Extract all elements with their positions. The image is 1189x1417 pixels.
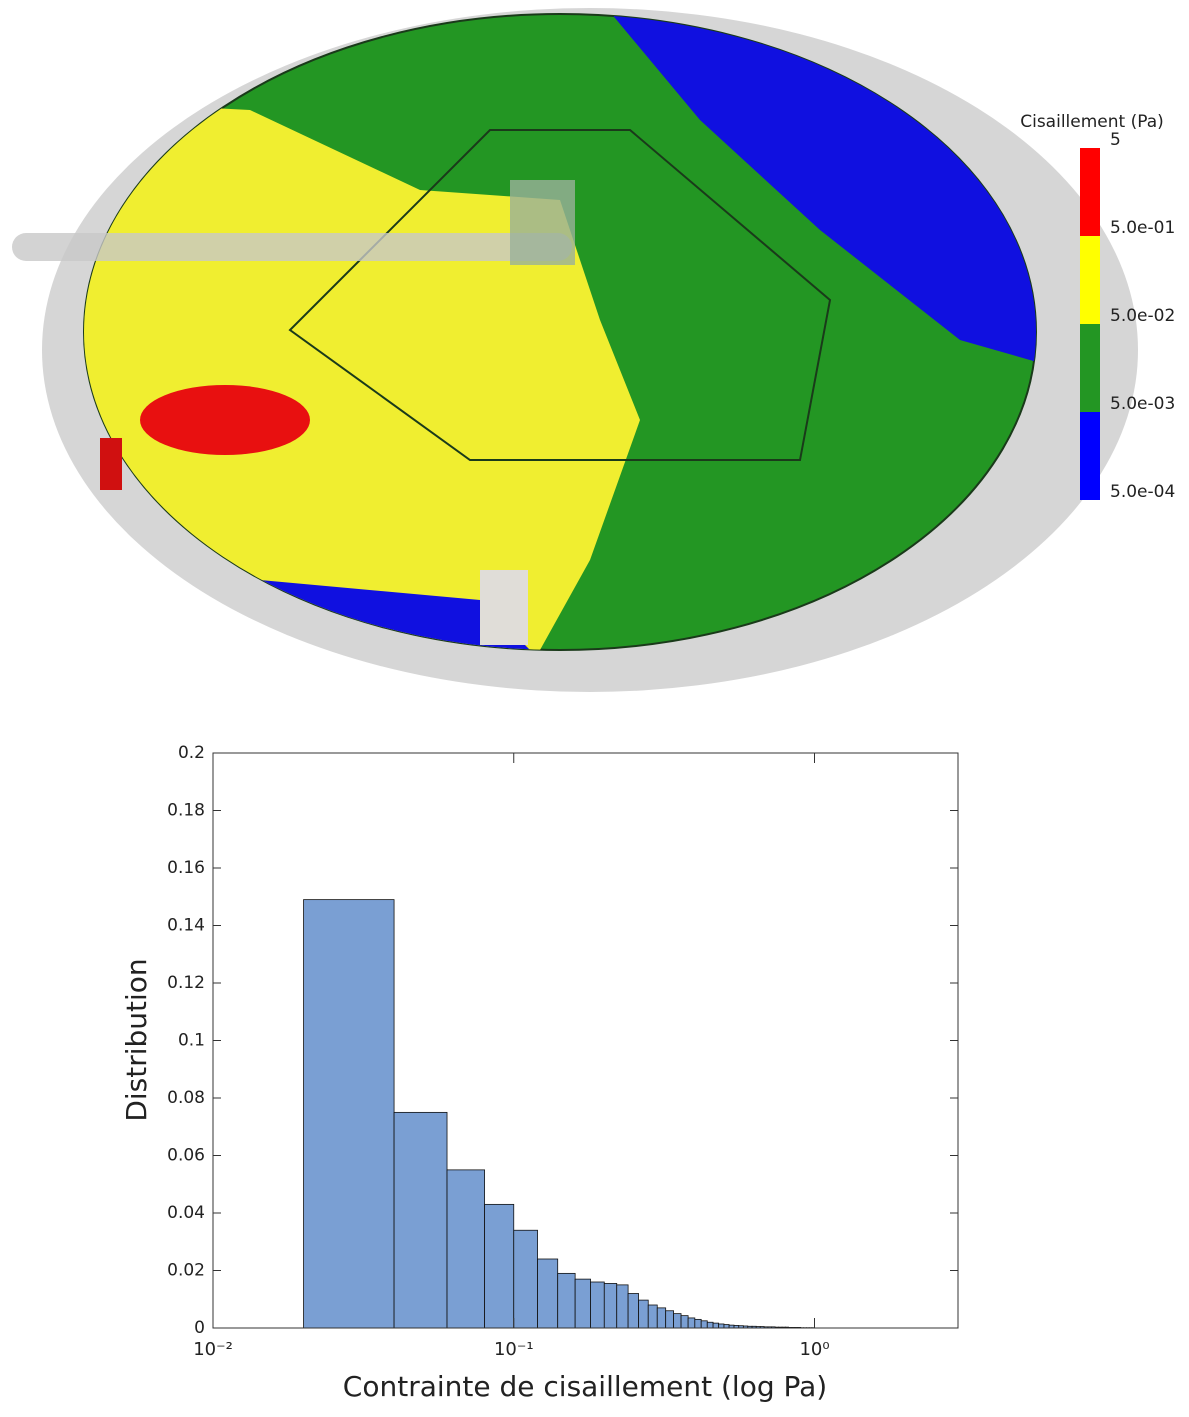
y-tick-label: 0.14 xyxy=(167,916,205,936)
colorbar-tick-label: 5.0e-03 xyxy=(1110,394,1175,414)
x-tick-label: 10⁻¹ xyxy=(494,1339,534,1360)
bar xyxy=(537,1258,559,1329)
bar xyxy=(665,1310,674,1329)
y-axis-label: Distribution xyxy=(120,958,153,1121)
y-tick-label: 0.1 xyxy=(178,1031,205,1051)
y-tick-label: 0.06 xyxy=(167,1146,205,1166)
color-segment xyxy=(1080,236,1100,324)
bar xyxy=(647,1304,658,1329)
red-zone xyxy=(140,385,310,455)
y-tick-label: 0.02 xyxy=(167,1261,205,1281)
pipe xyxy=(12,233,572,261)
bar xyxy=(723,1324,730,1329)
y-tick-label: 0.18 xyxy=(167,801,205,821)
bar xyxy=(687,1317,696,1329)
bar xyxy=(484,1203,515,1329)
x-tick-label: 10⁻² xyxy=(193,1339,233,1360)
y-tick-label: 0.08 xyxy=(167,1088,205,1108)
bar xyxy=(557,1272,576,1329)
bar xyxy=(680,1315,689,1329)
column xyxy=(510,180,575,265)
bar xyxy=(700,1320,708,1329)
y-tick-label: 0.16 xyxy=(167,858,205,878)
bar xyxy=(718,1323,725,1329)
inlet xyxy=(100,438,122,490)
bar xyxy=(673,1313,682,1329)
bar xyxy=(712,1322,720,1329)
bar xyxy=(574,1278,591,1329)
bar xyxy=(616,1284,629,1329)
color-segment xyxy=(1080,148,1100,236)
y-tick-label: 0.12 xyxy=(167,973,205,993)
color-segment xyxy=(1080,412,1100,500)
histogram: Contrainte de cisaillement (log Pa) Dist… xyxy=(120,743,959,1403)
colorbar-tick-label: 5.0e-01 xyxy=(1110,218,1175,238)
bar xyxy=(603,1283,618,1329)
bar xyxy=(446,1169,486,1329)
x-tick-label: 10⁰ xyxy=(799,1339,829,1360)
x-axis-label: Contrainte de cisaillement (log Pa) xyxy=(343,1370,827,1403)
bar xyxy=(706,1321,714,1329)
y-tick-label: 0.04 xyxy=(167,1203,205,1223)
colorbar-tick-label: 5.0e-04 xyxy=(1110,482,1175,502)
column xyxy=(480,570,528,645)
color-segment xyxy=(1080,324,1100,412)
bar xyxy=(627,1293,639,1329)
render xyxy=(12,8,1138,692)
hexagon xyxy=(288,129,832,461)
colorbar: Cisaillement (Pa) 5.0e-04 5.0e-03 5.0e-02 5… xyxy=(1020,112,1175,502)
colorbar-title: Cisaillement (Pa) xyxy=(1020,112,1164,132)
bar xyxy=(393,1111,448,1329)
bar xyxy=(590,1281,605,1329)
bar xyxy=(656,1307,667,1329)
bar xyxy=(513,1229,538,1329)
colorbar-tick-label: 5 xyxy=(1110,130,1121,150)
bar xyxy=(694,1318,702,1329)
y-tick-label: 0.2 xyxy=(178,743,205,763)
bar xyxy=(638,1299,649,1329)
colorbar-tick-label: 5.0e-02 xyxy=(1110,306,1175,326)
bar xyxy=(303,899,395,1329)
y-tick-label: 0 xyxy=(194,1318,205,1338)
